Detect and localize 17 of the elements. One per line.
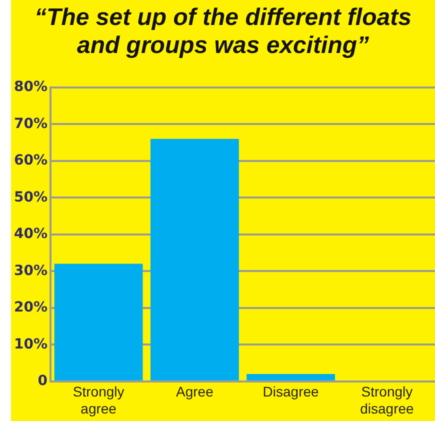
y-tick-label: 30% (14, 262, 48, 279)
bar (150, 138, 239, 380)
y-tick-label: 50% (14, 189, 48, 206)
y-tick-label: 70% (14, 116, 48, 132)
y-tick-label: 40% (14, 226, 48, 242)
y-tick-label: 60% (14, 152, 48, 169)
bar (246, 374, 336, 380)
y-tick-label: 20% (14, 300, 48, 316)
x-tick-label: Strongly disagree (360, 384, 414, 416)
y-tick-label: 80% (14, 79, 48, 96)
x-tick-label: Agree (176, 384, 214, 400)
y-tick-label: 10% (14, 336, 48, 352)
bar (54, 264, 143, 380)
y-tick-label: 0 (38, 373, 48, 390)
chart-title: “The set up of the different floats and groups was exciting” (34, 4, 412, 60)
x-tick-label: Strongly agree (72, 384, 124, 416)
x-tick-label: Disagree (262, 384, 320, 400)
